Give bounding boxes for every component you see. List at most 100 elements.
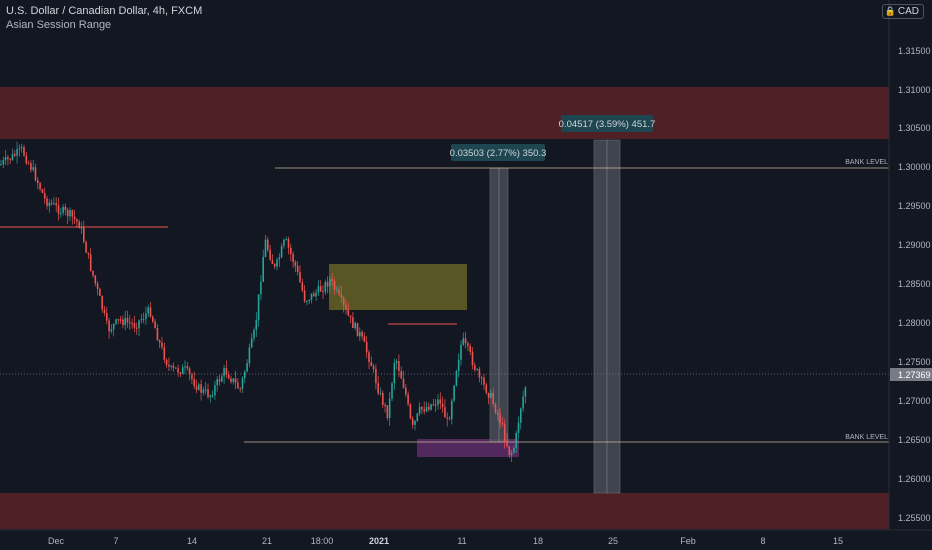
candle-body [96, 283, 99, 289]
candle-body [515, 433, 517, 448]
candle-body [255, 320, 258, 330]
price-axis[interactable]: 1.31500 1.31000 1.30500 1.30000 1.29500 … [888, 0, 932, 530]
candle-body [39, 183, 41, 190]
candlestick-series[interactable] [0, 141, 527, 463]
candle-body [216, 379, 218, 386]
candle-body [23, 147, 25, 156]
chart-legend[interactable]: U.S. Dollar / Canadian Dollar, 4h, FXCM … [6, 4, 202, 32]
candle-body [257, 294, 260, 320]
candle-body [492, 392, 494, 404]
candle-body [446, 417, 448, 419]
candle-body [273, 264, 276, 267]
measure-bar-1a[interactable] [489, 167, 500, 443]
candle-body [117, 319, 120, 321]
candle-body [336, 289, 338, 291]
candle-body [483, 377, 485, 385]
candle-body [66, 209, 69, 217]
candle-body [198, 384, 200, 390]
measure-bar-2b[interactable] [606, 139, 621, 494]
candle-body [30, 163, 32, 170]
measure-tooltip-1[interactable]: 0.03503 (2.77%) 350.3 [450, 144, 547, 161]
candle-body [170, 365, 172, 367]
candle-body [478, 369, 481, 378]
candle-body [432, 404, 435, 406]
candle-body [165, 359, 168, 365]
candle-body [221, 376, 223, 382]
candle-body [32, 167, 34, 170]
candle-body [145, 313, 147, 319]
candle-body [241, 378, 244, 389]
measure-tooltip-2[interactable]: 0.04517 (3.59%) 451.7 [559, 115, 656, 132]
measure-tooltip-2-text: 0.04517 (3.59%) 451.7 [559, 119, 656, 130]
candle-body [37, 180, 39, 183]
candle-body [476, 369, 478, 370]
candle-body [280, 246, 283, 258]
candle-body [276, 259, 278, 267]
orderblock-zone[interactable] [329, 264, 467, 310]
currency-badge[interactable]: 🔒 CAD [881, 4, 924, 19]
candle-body [253, 329, 255, 339]
indicator-label[interactable]: Asian Session Range [6, 19, 112, 31]
candle-body [513, 447, 515, 453]
supply-zone-upper[interactable] [0, 87, 889, 139]
candle-body [425, 406, 428, 412]
candle-body [25, 155, 28, 164]
candle-body [9, 158, 11, 160]
supply-zone-lower[interactable] [0, 493, 889, 529]
candle-body [20, 147, 23, 149]
candle-body [474, 365, 476, 370]
price-tick-5: 1.29500 [898, 201, 931, 211]
candle-body [271, 259, 274, 264]
candle-body [106, 313, 108, 321]
candle-body [18, 148, 21, 150]
candle-body [377, 383, 379, 394]
candle-body [400, 371, 402, 379]
candle-body [200, 384, 202, 393]
candle-body [57, 205, 60, 214]
candle-body [94, 275, 97, 284]
candle-body [237, 382, 239, 389]
candle-body [99, 288, 101, 296]
candle-body [356, 323, 359, 337]
candle-body [464, 338, 467, 344]
candle-body [308, 299, 310, 301]
measure-bar-2a[interactable] [593, 139, 608, 494]
candle-body [246, 363, 248, 372]
measure-bar-1b[interactable] [498, 167, 509, 443]
symbol-title[interactable]: U.S. Dollar / Canadian Dollar, 4h, FXCM [6, 5, 203, 17]
candle-body [175, 367, 177, 369]
candle-body [437, 399, 439, 405]
price-tick-13: 1.25500 [898, 513, 931, 523]
time-tick-dec: Dec [48, 536, 65, 546]
candle-body [448, 418, 451, 420]
time-tick-8: 8 [760, 536, 765, 546]
candle-body [126, 317, 129, 323]
time-tick-21: 21 [262, 536, 272, 546]
candle-body [379, 393, 382, 394]
candle-body [451, 400, 453, 420]
candle-body [260, 281, 262, 295]
candle-body [83, 227, 85, 242]
time-tick-14: 14 [187, 536, 197, 546]
time-axis[interactable]: Dec 7 14 21 18:00 2021 11 18 25 Feb 8 15 [0, 529, 932, 546]
price-tick-6: 1.29000 [898, 240, 931, 250]
candle-body [89, 254, 92, 271]
candle-body [202, 389, 205, 393]
time-tick-25: 25 [608, 536, 618, 546]
demand-box[interactable] [417, 439, 519, 457]
time-tick-18: 18 [533, 536, 543, 546]
candle-body [283, 239, 285, 247]
time-tick-2021: 2021 [369, 536, 389, 546]
candle-body [402, 378, 405, 388]
candle-body [365, 341, 368, 353]
candle-body [520, 408, 522, 423]
candle-body [462, 338, 465, 345]
candle-body [434, 404, 437, 406]
candle-body [232, 378, 235, 382]
price-tick-1: 1.31500 [898, 46, 931, 56]
candle-body [244, 371, 246, 379]
candle-body [135, 327, 138, 329]
candle-body [393, 363, 396, 384]
